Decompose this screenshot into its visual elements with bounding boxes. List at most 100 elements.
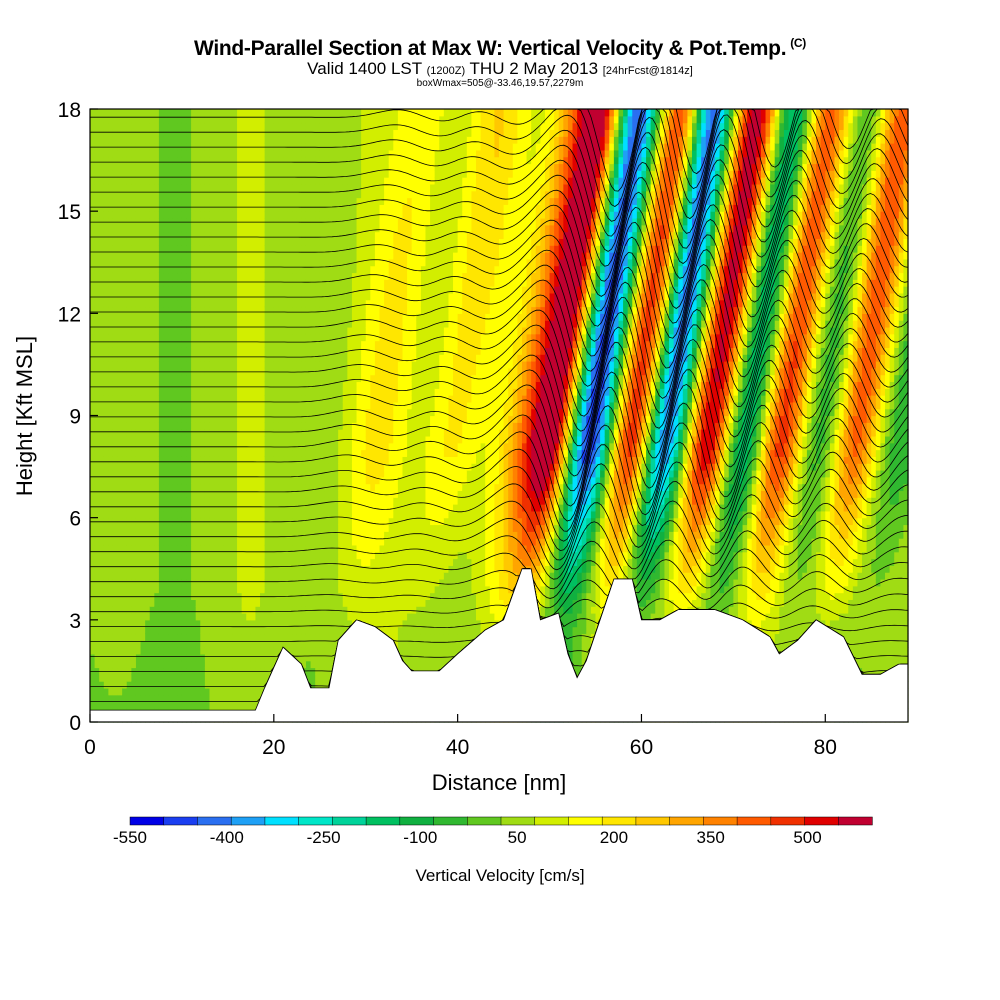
velocity-cell: [117, 647, 123, 655]
velocity-cell: [301, 265, 307, 274]
velocity-cell: [163, 238, 169, 246]
velocity-cell: [117, 204, 123, 212]
velocity-cell: [103, 504, 109, 512]
velocity-cell: [315, 395, 321, 403]
velocity-cell: [301, 640, 307, 648]
velocity-cell: [191, 252, 197, 260]
velocity-cell: [214, 565, 220, 573]
velocity-cell: [145, 374, 151, 383]
velocity-cell: [195, 279, 201, 287]
velocity-cell: [191, 640, 197, 648]
velocity-cell: [324, 531, 330, 539]
velocity-cell: [122, 374, 128, 383]
velocity-cell: [186, 694, 192, 703]
velocity-cell: [237, 538, 243, 546]
velocity-cell: [324, 149, 330, 158]
velocity-cell: [287, 469, 293, 478]
velocity-cell: [273, 197, 280, 205]
velocity-cell: [204, 626, 211, 635]
velocity-cell: [319, 299, 325, 308]
velocity-cell: [122, 333, 128, 342]
velocity-cell: [278, 252, 284, 260]
velocity-cell: [135, 129, 142, 137]
velocity-cell: [135, 483, 142, 492]
velocity-cell: [328, 422, 335, 430]
velocity-cell: [112, 633, 119, 641]
velocity-cell: [269, 340, 275, 348]
velocity-cell: [260, 265, 266, 274]
velocity-cell: [154, 524, 160, 532]
velocity-cell: [131, 578, 137, 587]
velocity-cell: [103, 469, 109, 478]
velocity-cell: [214, 156, 220, 165]
velocity-cell: [177, 449, 183, 457]
velocity-cell: [218, 306, 224, 314]
velocity-cell: [223, 408, 229, 417]
velocity-cell: [126, 551, 132, 560]
velocity-cell: [117, 347, 123, 355]
velocity-cell: [99, 626, 105, 635]
velocity-cell: [200, 217, 206, 226]
velocity-cell: [140, 694, 146, 703]
velocity-cell: [195, 687, 201, 696]
velocity-cell: [287, 374, 293, 383]
velocity-cell: [181, 524, 188, 532]
velocity-cell: [112, 422, 119, 430]
velocity-cell: [140, 653, 146, 662]
velocity-cell: [122, 217, 128, 226]
velocity-cell: [246, 231, 252, 240]
velocity-cell: [131, 674, 137, 682]
velocity-cell: [145, 429, 151, 437]
velocity-cell: [195, 558, 201, 566]
velocity-cell: [255, 211, 261, 219]
velocity-cell: [140, 456, 146, 464]
velocity-cell: [241, 565, 247, 573]
velocity-cell: [287, 367, 293, 376]
velocity-cell: [296, 149, 302, 158]
velocity-cell: [99, 599, 105, 607]
velocity-cell: [301, 429, 307, 437]
velocity-cell: [163, 320, 169, 328]
velocity-cell: [177, 585, 183, 594]
velocity-cell: [237, 320, 243, 328]
velocity-cell: [186, 326, 192, 335]
velocity-cell: [214, 633, 220, 641]
velocity-cell: [315, 320, 321, 328]
velocity-cell: [324, 619, 330, 628]
velocity-cell: [342, 592, 348, 600]
velocity-cell: [131, 415, 137, 423]
velocity-cell: [250, 565, 257, 573]
velocity-cell: [319, 122, 325, 131]
velocity-cell: [232, 170, 238, 178]
velocity-cell: [108, 531, 114, 539]
velocity-cell: [292, 136, 298, 144]
velocity-cell: [227, 258, 234, 267]
velocity-cell: [191, 544, 197, 553]
velocity-cell: [338, 272, 344, 280]
velocity-cell: [319, 279, 325, 287]
velocity-cell: [99, 463, 105, 471]
velocity-cell: [278, 504, 284, 512]
velocity-cell: [227, 653, 234, 662]
velocity-cell: [204, 177, 211, 185]
velocity-cell: [237, 551, 243, 560]
velocity-cell: [94, 408, 100, 417]
velocity-cell: [324, 674, 330, 682]
velocity-cell: [223, 163, 229, 171]
velocity-cell: [324, 660, 330, 669]
velocity-cell: [324, 258, 330, 267]
velocity-cell: [191, 197, 197, 205]
velocity-cell: [90, 578, 96, 587]
velocity-cell: [149, 510, 155, 519]
velocity-cell: [94, 265, 100, 274]
velocity-cell: [145, 299, 151, 308]
velocity-cell: [283, 578, 289, 587]
velocity-cell: [154, 115, 160, 124]
velocity-cell: [241, 640, 247, 648]
velocity-cell: [301, 606, 307, 614]
velocity-cell: [296, 122, 302, 131]
velocity-cell: [177, 388, 183, 396]
velocity-cell: [255, 531, 261, 539]
velocity-cell: [315, 347, 321, 355]
velocity-cell: [135, 578, 142, 587]
